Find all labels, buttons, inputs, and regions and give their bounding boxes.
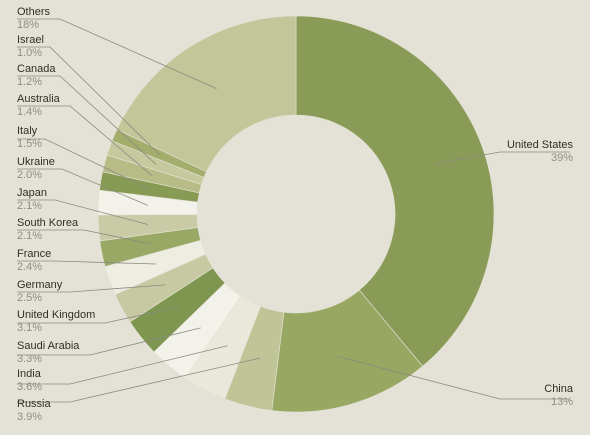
label-name-south-korea: South Korea	[17, 217, 79, 229]
label-value-ukraine: 2.0%	[17, 169, 42, 181]
leader-italy	[17, 138, 150, 190]
label-name-united-kingdom: United Kingdom	[17, 309, 95, 321]
leader-ukraine	[17, 168, 148, 206]
label-name-france: France	[17, 248, 51, 260]
slice-united-states	[295, 15, 495, 367]
label-value-france: 2.4%	[17, 261, 42, 273]
label-name-germany: Germany	[17, 279, 63, 291]
leader-israel	[17, 46, 161, 156]
leader-others	[17, 18, 217, 89]
label-value-others: 18%	[17, 19, 39, 31]
label-value-israel: 1.0%	[17, 47, 42, 59]
label-value-india: 3.6%	[17, 381, 42, 393]
label-name-india: India	[17, 368, 42, 380]
label-value-japan: 2.1%	[17, 200, 42, 212]
slice-others	[116, 15, 297, 173]
label-name-japan: Japan	[17, 187, 47, 199]
donut-slices	[97, 15, 495, 413]
leader-canada	[17, 75, 157, 165]
leader-united-kingdom	[17, 306, 180, 324]
leader-china	[337, 356, 570, 400]
label-name-australia: Australia	[17, 93, 61, 105]
label-value-united-states: 39%	[551, 152, 573, 164]
label-value-saudi-arabia: 3.3%	[17, 353, 42, 365]
label-name-china: China	[544, 383, 574, 395]
label-value-canada: 1.2%	[17, 76, 42, 88]
label-name-italy: Italy	[17, 125, 38, 137]
leader-japan	[17, 199, 148, 225]
label-name-canada: Canada	[17, 63, 56, 75]
label-value-australia: 1.4%	[17, 106, 42, 118]
label-value-united-kingdom: 3.1%	[17, 322, 42, 334]
leader-india	[17, 345, 228, 385]
slice-labels: United States39%China13%Russia3.9%India3…	[17, 6, 574, 423]
leader-lines	[17, 18, 570, 403]
leader-saudi-arabia	[17, 327, 201, 356]
label-value-italy: 1.5%	[17, 138, 42, 150]
leader-south-korea	[17, 229, 151, 245]
leader-united-states	[435, 151, 570, 164]
label-name-united-states: United States	[507, 139, 574, 151]
label-value-china: 13%	[551, 396, 573, 408]
label-value-russia: 3.9%	[17, 411, 42, 423]
label-value-germany: 2.5%	[17, 292, 42, 304]
leader-russia	[17, 357, 261, 403]
label-name-ukraine: Ukraine	[17, 156, 55, 168]
leader-france	[17, 260, 157, 265]
label-name-saudi-arabia: Saudi Arabia	[17, 340, 80, 352]
leader-germany	[17, 284, 166, 293]
label-value-south-korea: 2.1%	[17, 230, 42, 242]
label-name-russia: Russia	[17, 398, 52, 410]
leader-australia	[17, 105, 153, 177]
label-name-others: Others	[17, 6, 51, 18]
label-name-israel: Israel	[17, 34, 44, 46]
